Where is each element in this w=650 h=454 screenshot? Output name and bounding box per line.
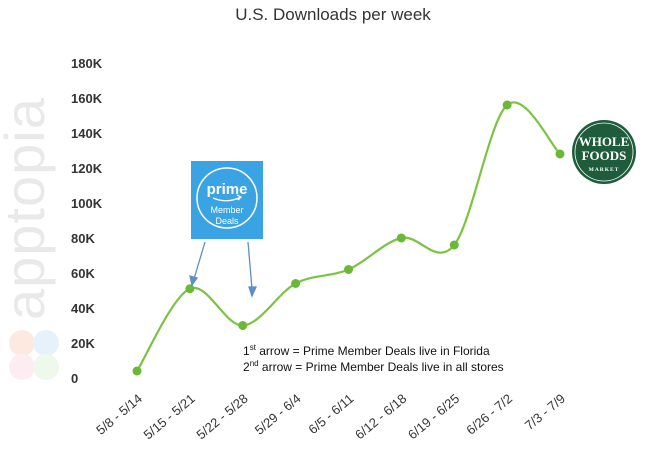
x-tick-label: 5/8 - 5/14 (93, 391, 145, 438)
note-1-text: arrow = Prime Member Deals live in Flori… (256, 344, 490, 358)
arrow-1 (193, 241, 206, 280)
annotation-note-1: 1st arrow = Prime Member Deals live in F… (243, 343, 490, 358)
y-tick-label: 140K (71, 126, 103, 141)
data-point (132, 366, 142, 376)
y-tick-label: 0 (71, 371, 78, 386)
prime-logo-member: Member (210, 205, 243, 215)
note-1-sup: st (250, 343, 257, 352)
apptopia-watermark-icon (9, 330, 59, 380)
y-axis-ticks: 0 20K 40K 60K 80K 100K 120K 140K 160K 180K (71, 56, 103, 386)
x-tick-label: 6/5 - 6/11 (305, 391, 356, 437)
data-point (396, 233, 406, 243)
data-point (344, 265, 353, 274)
note-1-ordinal: 1 (243, 344, 250, 358)
y-tick-label: 60K (71, 266, 95, 281)
arrow-1-head (189, 275, 199, 287)
prime-logo-word: prime (207, 181, 248, 198)
x-tick-label: 5/15 - 5/21 (141, 391, 198, 442)
y-tick-label: 100K (71, 196, 103, 211)
y-tick-label: 20K (71, 336, 95, 351)
y-tick-label: 40K (71, 301, 95, 316)
arrow-2 (247, 241, 253, 290)
data-points (132, 100, 565, 376)
data-point (291, 279, 301, 288)
apptopia-watermark-text: apptopia (0, 97, 56, 320)
data-point (238, 321, 248, 330)
arrow-2-head (248, 286, 258, 298)
annotation-note-2: 2nd arrow = Prime Member Deals live in a… (243, 359, 504, 374)
wf-logo-whole: WHOLE (579, 134, 630, 149)
chart-title: U.S. Downloads per week (235, 5, 431, 24)
y-tick-label: 80K (71, 231, 95, 246)
y-tick-label: 160K (71, 91, 103, 106)
note-2-sup: nd (250, 359, 259, 368)
x-tick-label: 7/3 - 7/9 (522, 391, 568, 433)
wf-logo-market: MARKET (589, 167, 620, 173)
x-tick-label: 6/19 - 6/25 (405, 391, 462, 442)
x-tick-label: 6/26 - 7/2 (463, 391, 515, 438)
whole-foods-logo: WHOLE FOODS MARKET (572, 120, 636, 184)
note-2-text: arrow = Prime Member Deals live in all s… (259, 360, 504, 374)
data-point (185, 284, 195, 294)
y-tick-label: 120K (71, 161, 103, 176)
x-tick-label: 5/29 - 6/4 (252, 391, 304, 438)
wf-logo-foods: FOODS (582, 148, 627, 163)
x-axis-ticks: 5/8 - 5/145/15 - 5/215/22 - 5/28 5/29 - 6… (93, 391, 568, 442)
data-point (555, 149, 565, 159)
prime-member-deals-logo: prime Member Deals (191, 161, 263, 239)
x-tick-label: 5/22 - 5/28 (193, 391, 250, 442)
prime-smile-icon (212, 194, 243, 202)
y-tick-label: 180K (71, 56, 103, 71)
annotation-arrows (189, 241, 258, 298)
data-point (449, 240, 459, 250)
prime-logo-deals: Deals (215, 216, 239, 226)
data-point (502, 100, 512, 110)
x-tick-label: 6/12 - 6/18 (352, 391, 409, 442)
note-2-ordinal: 2 (243, 360, 250, 374)
